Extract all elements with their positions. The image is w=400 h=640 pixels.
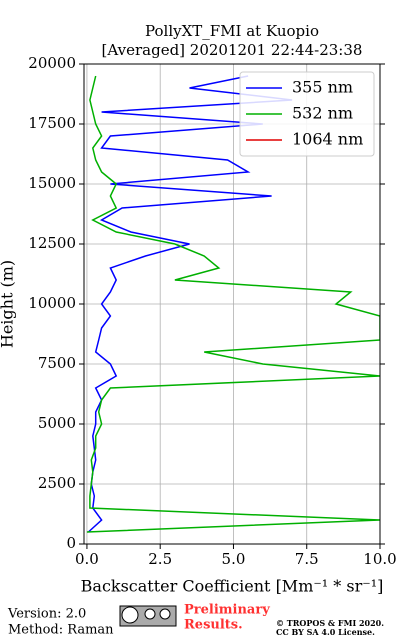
plot-lines [86, 75, 380, 533]
chart-title: PollyXT_FMI at Kuopio [145, 22, 319, 40]
profile-line [86, 75, 380, 533]
y-tick-label: 20000 [28, 54, 76, 72]
x-tick-label: 0.0 [75, 550, 99, 568]
x-tick-label: 2.5 [148, 550, 172, 568]
y-axis-label: Height (m) [0, 260, 17, 348]
y-tick-label: 5000 [38, 414, 76, 432]
profile-line [87, 75, 293, 533]
x-tick-label: 5.0 [222, 550, 246, 568]
y-tick-label: 17500 [28, 114, 76, 132]
chart-subtitle: [Averaged] 20201201 22:44-23:38 [102, 41, 363, 59]
status: Results. [184, 618, 243, 633]
copyright: CC BY SA 4.0 License. [276, 627, 375, 637]
y-tick-label: 12500 [28, 234, 76, 252]
y-tick-label: 0 [66, 534, 76, 552]
plot-frame [83, 63, 381, 545]
legend-box [239, 71, 375, 157]
legend-label: 355 nm [292, 78, 353, 97]
y-tick-label: 7500 [38, 354, 76, 372]
y-tick-label: 15000 [28, 174, 76, 192]
x-axis-label: Backscatter Coefficient [Mm⁻¹ * sr⁻¹] [81, 577, 384, 596]
legend-label: 1064 nm [292, 130, 363, 149]
copyright: © TROPOS & FMI 2020. [276, 618, 384, 628]
x-tick-label: 10.0 [363, 550, 396, 568]
x-tick-label: 7.5 [295, 550, 319, 568]
legend-label: 532 nm [292, 104, 353, 123]
cc-logo [119, 605, 177, 627]
y-tick-label: 2500 [38, 474, 76, 492]
y-tick-label: 10000 [28, 294, 76, 312]
status: Preliminary [184, 603, 270, 618]
method: Method: Raman [8, 623, 114, 638]
version: Version: 2.0 [7, 607, 86, 622]
